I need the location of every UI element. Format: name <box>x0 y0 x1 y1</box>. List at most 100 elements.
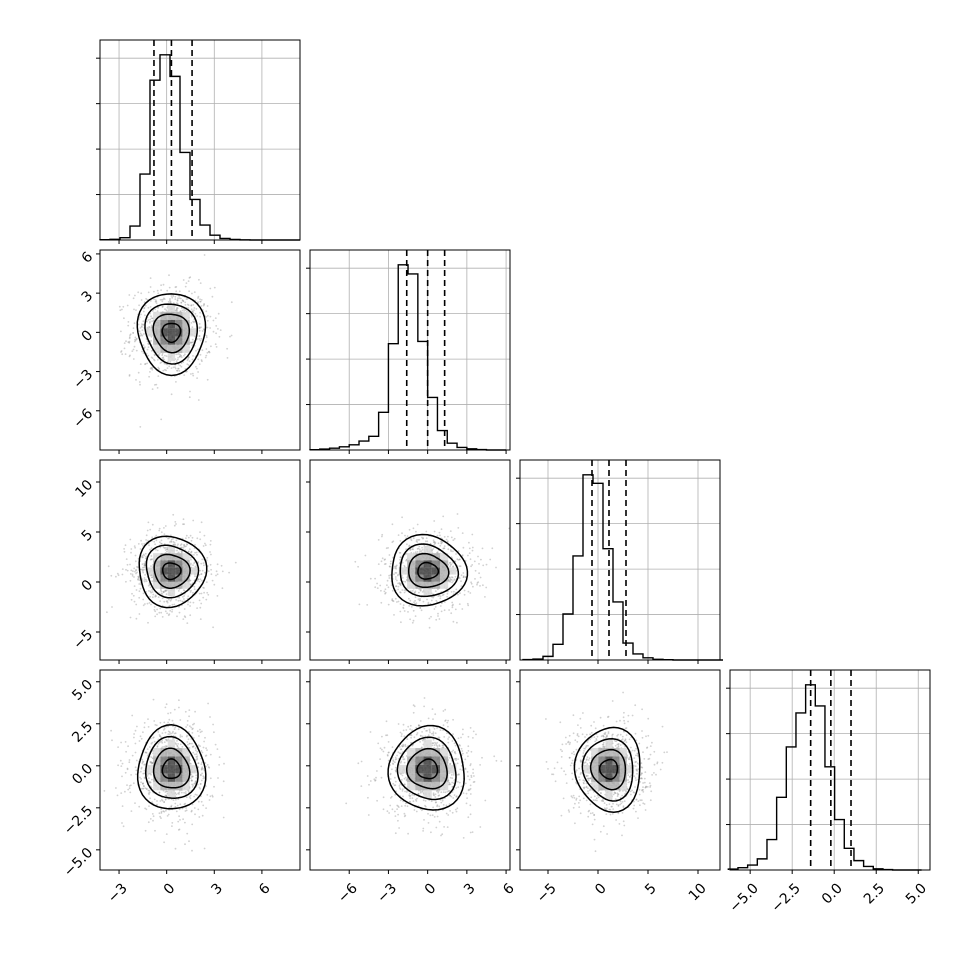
scatter-point <box>186 622 189 624</box>
scatter-point <box>392 760 395 763</box>
scatter-point <box>421 546 423 549</box>
scatter-point <box>394 578 397 580</box>
scatter-point <box>186 297 189 300</box>
scatter-point <box>141 326 143 328</box>
scatter-point <box>623 722 626 725</box>
scatter-point <box>183 354 185 357</box>
scatter-point <box>189 777 192 780</box>
scatter-point <box>449 810 451 812</box>
scatter-point <box>396 574 399 577</box>
scatter-point <box>360 785 363 787</box>
scatter-point <box>404 802 407 805</box>
scatter-point <box>187 356 190 359</box>
scatter-point <box>381 735 383 738</box>
scatter-point <box>175 539 178 542</box>
contour-level-1 <box>153 553 191 589</box>
scatter-point <box>154 308 157 311</box>
scatter-point <box>449 580 452 583</box>
scatter-point <box>149 574 152 577</box>
density-bin <box>440 574 449 582</box>
scatter-point <box>453 794 456 796</box>
density-bin <box>407 781 416 791</box>
scatter-point <box>446 592 449 595</box>
scatter-point <box>182 300 185 302</box>
scatter-point <box>383 559 386 561</box>
scatter-point <box>123 550 126 553</box>
scatter-point <box>445 804 448 807</box>
pair-frame <box>99 669 301 871</box>
scatter-point <box>218 335 221 338</box>
scatter-point <box>475 733 477 736</box>
scatter-point <box>433 608 436 610</box>
scatter-point <box>156 608 159 611</box>
density-bin <box>175 336 183 345</box>
scatter-point <box>177 829 180 831</box>
scatter-point <box>138 330 141 333</box>
scatter-point <box>396 579 398 582</box>
scatter-point <box>177 297 179 300</box>
scatter-point <box>151 576 154 579</box>
density-bin <box>160 336 168 345</box>
scatter-point <box>145 751 147 754</box>
density-bin <box>423 773 432 782</box>
scatter-point <box>457 758 459 760</box>
scatter-point <box>181 745 184 748</box>
scatter-point <box>399 761 402 764</box>
contour-level-0 <box>161 322 182 344</box>
scatter-point <box>403 564 406 567</box>
scatter-point <box>194 758 197 761</box>
scatter-point <box>199 298 201 301</box>
scatter-point <box>470 750 473 753</box>
density-bin <box>182 553 190 561</box>
scatter-point <box>196 537 199 540</box>
density-bin <box>153 328 161 337</box>
scatter-point <box>127 745 129 748</box>
scatter-point <box>403 815 406 818</box>
scatter-point <box>569 741 571 744</box>
scatter-point <box>414 599 416 602</box>
scatter-point <box>394 793 397 796</box>
scatter-point <box>147 342 150 345</box>
scatter-point <box>136 566 139 569</box>
scatter-point <box>230 301 233 304</box>
scatter-point <box>451 811 454 814</box>
scatter-point <box>206 326 209 329</box>
scatter-point <box>117 574 120 577</box>
scatter-point <box>185 726 188 728</box>
scatter-point <box>150 762 153 765</box>
scatter-point <box>140 787 143 790</box>
scatter-point <box>460 574 463 577</box>
scatter-point <box>222 780 225 783</box>
scatter-point <box>444 601 446 603</box>
density-bin <box>415 553 424 561</box>
scatter-point <box>130 810 133 812</box>
scatter-point <box>467 590 470 593</box>
scatter-point <box>191 344 194 347</box>
scatter-point <box>472 768 474 771</box>
scatter-point <box>394 597 397 600</box>
scatter-point <box>455 795 458 798</box>
scatter-point <box>161 354 164 357</box>
scatter-point <box>401 788 404 791</box>
scatter-point <box>407 611 409 613</box>
scatter-point <box>201 730 203 733</box>
scatter-point <box>160 418 163 421</box>
scatter-point <box>188 791 190 793</box>
density-bin <box>182 574 190 582</box>
scatter-point <box>136 571 138 574</box>
scatter-point <box>186 363 189 365</box>
scatter-point <box>134 729 137 732</box>
density-bin <box>407 747 416 757</box>
scatter-point <box>479 576 482 579</box>
density-bin <box>167 581 176 589</box>
scatter-point <box>182 300 185 303</box>
scatter-point <box>459 744 461 747</box>
scatter-point <box>189 591 192 593</box>
scatter-point <box>414 798 417 801</box>
scatter-point <box>166 815 169 817</box>
scatter-point <box>452 782 455 785</box>
scatter-point <box>457 559 460 561</box>
scatter-point <box>437 615 439 617</box>
scatter-point <box>403 812 406 815</box>
scatter-point <box>423 544 426 547</box>
